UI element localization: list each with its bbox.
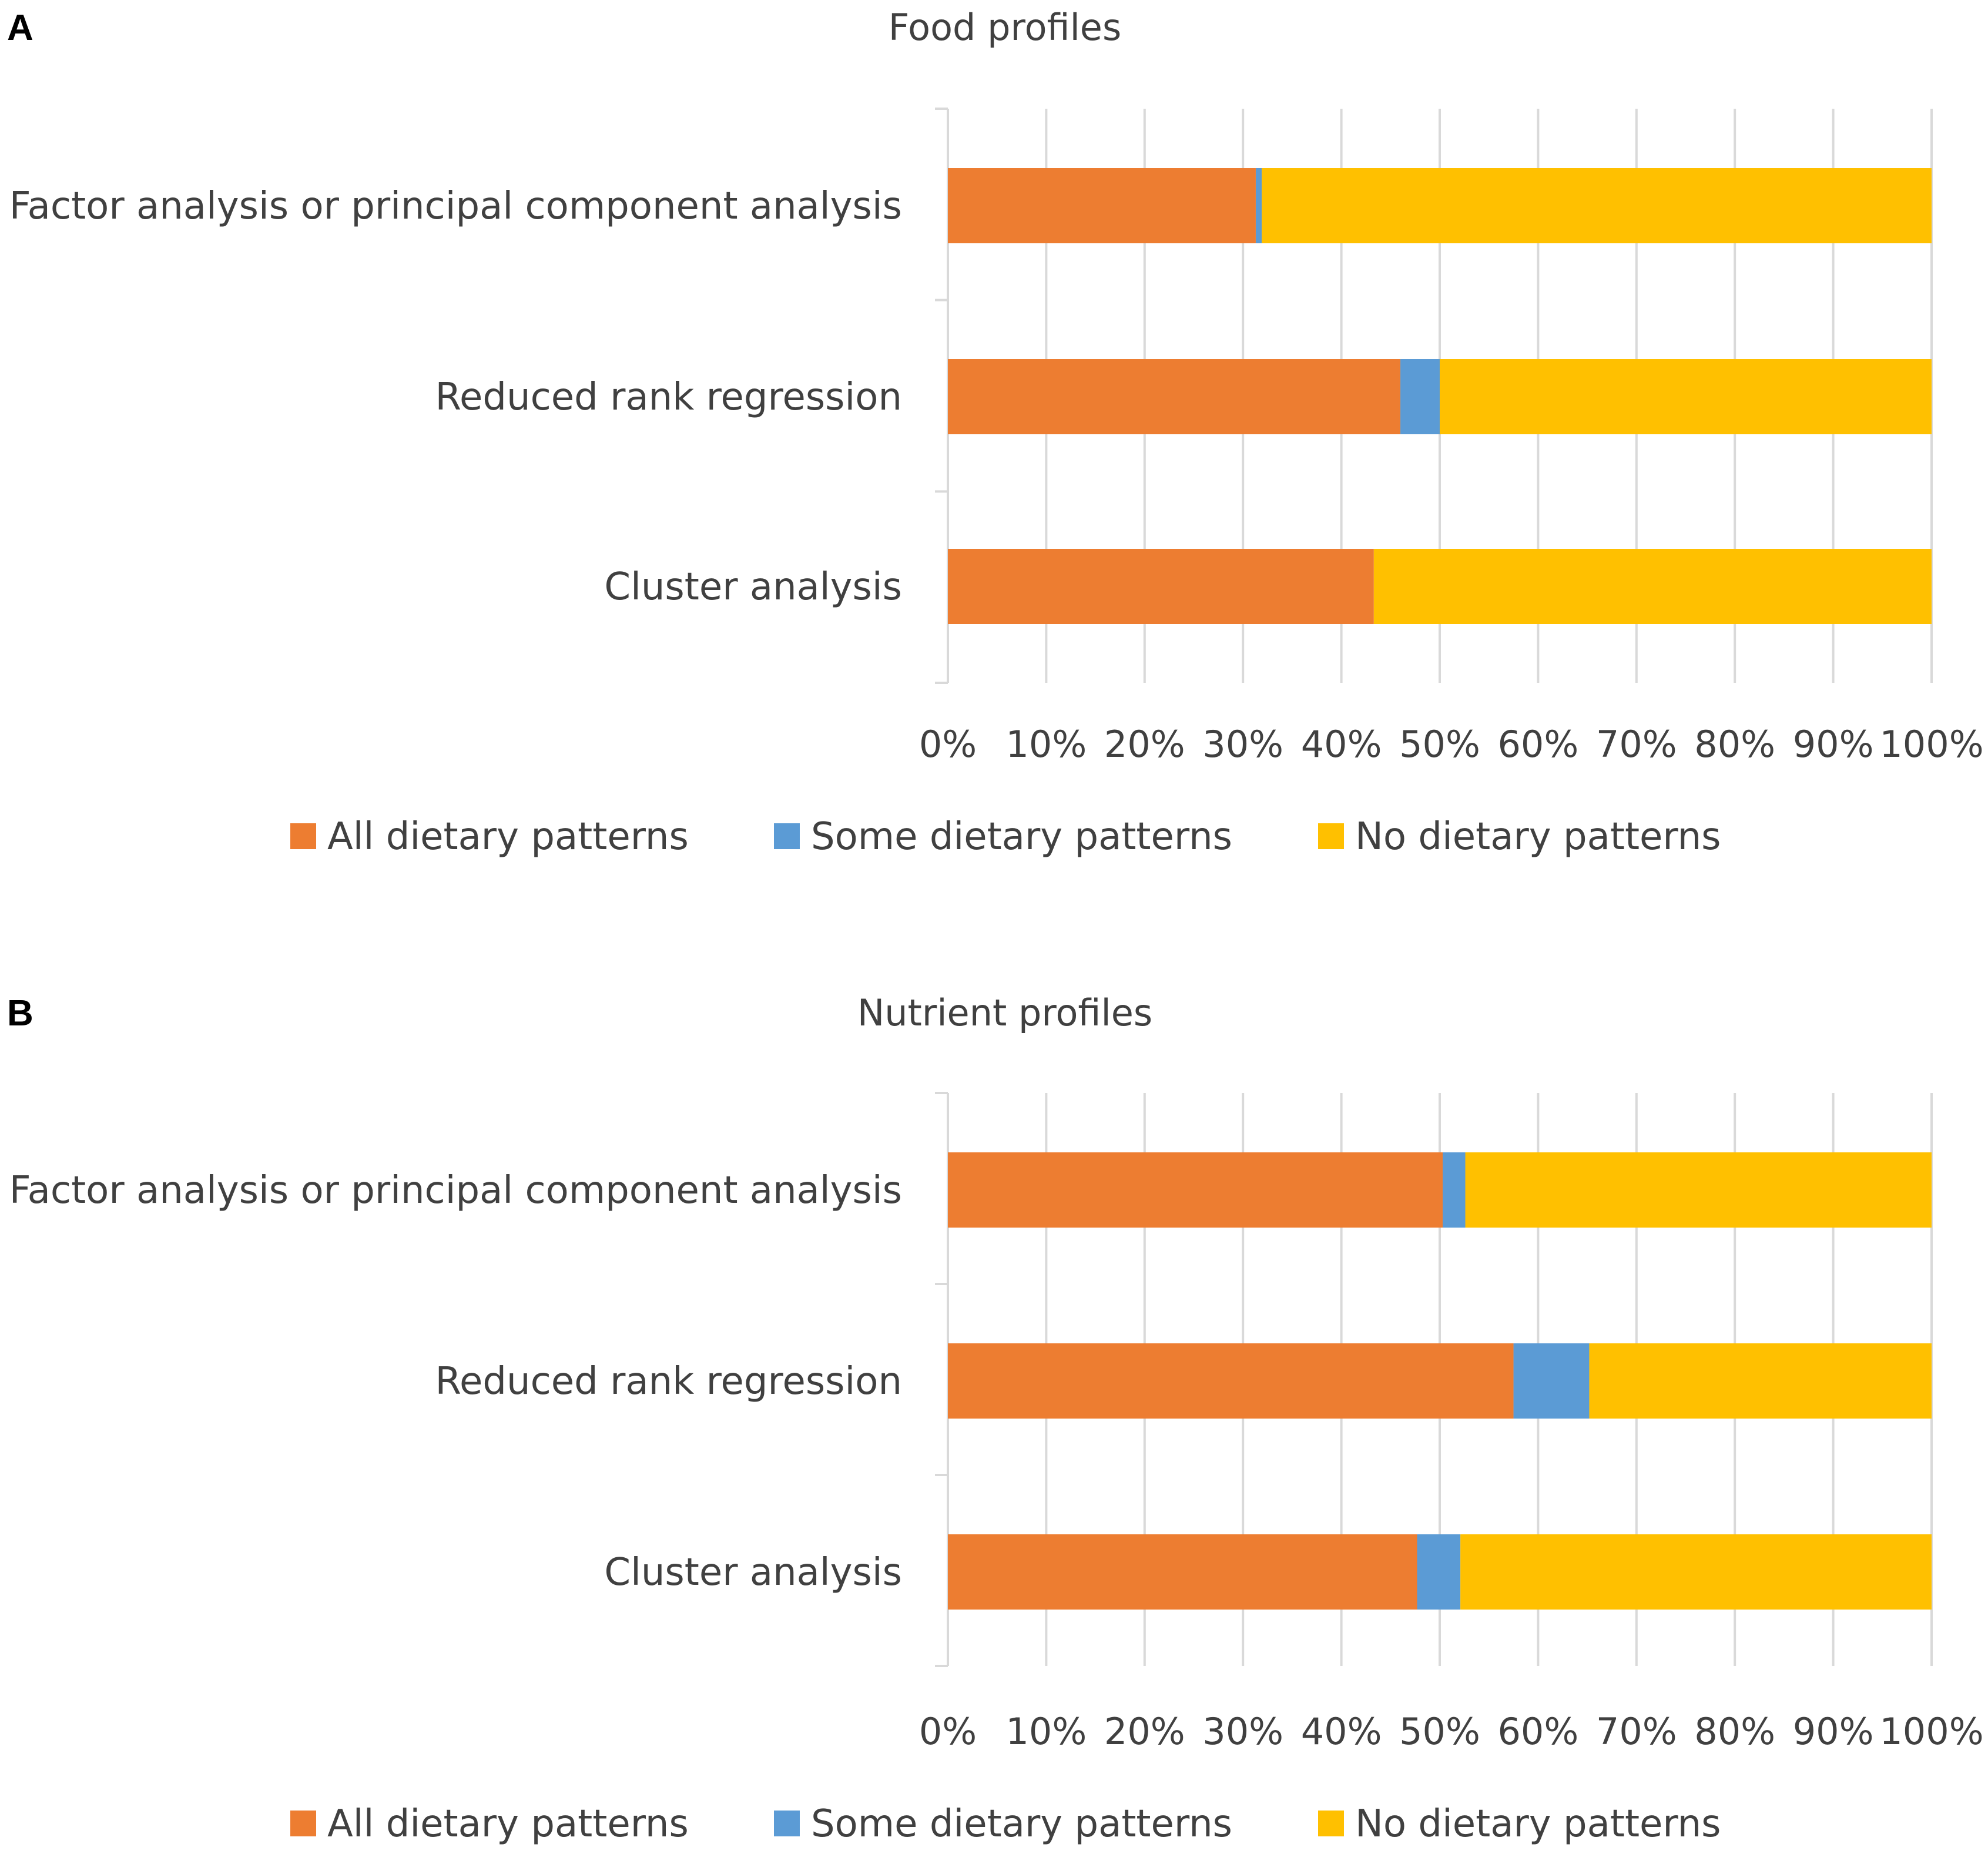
chart-panel-b: B Nutrient profiles Factor analysis or pri… <box>7 991 1984 1846</box>
x-tick-label: 70% <box>1596 723 1677 766</box>
category-label: Factor analysis or principal component a… <box>9 185 902 228</box>
legend-swatch <box>290 1811 316 1836</box>
bar-segment <box>1443 1152 1466 1228</box>
bar-segment <box>948 549 1374 624</box>
bar-segment <box>948 1534 1417 1610</box>
x-tick-label: 80% <box>1694 1710 1775 1753</box>
x-tick-label: 20% <box>1104 723 1185 766</box>
legend-label: Some dietary patterns <box>811 1802 1232 1846</box>
x-tick-label: 40% <box>1301 723 1382 766</box>
bar-segment <box>1589 1343 1932 1419</box>
legend-label: No dietary patterns <box>1355 1802 1721 1846</box>
chart-title: Food profiles <box>889 6 1122 49</box>
x-tick-label: 0% <box>919 723 977 766</box>
bar-segment <box>1256 168 1262 243</box>
category-label: Cluster analysis <box>604 1551 902 1594</box>
bar-segment <box>1400 359 1440 434</box>
x-tick-label: 40% <box>1301 1710 1382 1753</box>
x-tick-label: 30% <box>1202 723 1283 766</box>
legend-swatch <box>1318 1811 1344 1836</box>
chart-panel-a: A Food profiles Factor analysis or princip… <box>7 6 1984 859</box>
x-tick-label: 10% <box>1005 1710 1087 1753</box>
bar-segment <box>1466 1152 1932 1228</box>
legend-label: Some dietary patterns <box>811 815 1232 859</box>
bar-segment <box>948 1152 1443 1228</box>
bar-segment <box>1262 168 1932 243</box>
bar-segment <box>1417 1534 1460 1610</box>
x-tick-label: 70% <box>1596 1710 1677 1753</box>
x-tick-label: 0% <box>919 1710 977 1753</box>
legend-swatch <box>774 823 800 849</box>
bar-segment <box>948 168 1256 243</box>
panel-letter: B <box>7 993 33 1034</box>
x-tick-label: 50% <box>1399 723 1480 766</box>
category-label: Reduced rank regression <box>435 376 902 419</box>
bar-segment <box>948 1343 1514 1419</box>
x-tick-label: 90% <box>1793 1710 1874 1753</box>
bar-segment <box>948 359 1400 434</box>
category-label: Factor analysis or principal component a… <box>9 1169 902 1212</box>
legend-label: All dietary patterns <box>327 815 689 859</box>
category-label: Cluster analysis <box>604 565 902 609</box>
x-tick-label: 10% <box>1005 723 1087 766</box>
legend-label: All dietary patterns <box>327 1802 689 1846</box>
x-tick-label: 100% <box>1879 723 1983 766</box>
x-tick-label: 90% <box>1793 723 1874 766</box>
legend-swatch <box>1318 823 1344 849</box>
x-tick-label: 60% <box>1497 1710 1578 1753</box>
bar-segment <box>1440 359 1932 434</box>
x-tick-label: 100% <box>1879 1710 1983 1753</box>
panel-letter: A <box>7 8 33 48</box>
x-tick-label: 60% <box>1497 723 1578 766</box>
figure: A Food profiles Factor analysis or princip… <box>0 0 1988 1854</box>
x-tick-label: 30% <box>1202 1710 1283 1753</box>
bar-segment <box>1460 1534 1932 1610</box>
bar-segment <box>1374 549 1932 624</box>
chart-title: Nutrient profiles <box>857 991 1152 1034</box>
bar-segment <box>1514 1343 1590 1419</box>
x-tick-label: 50% <box>1399 1710 1480 1753</box>
x-tick-label: 80% <box>1694 723 1775 766</box>
legend-swatch <box>290 823 316 849</box>
legend-swatch <box>774 1811 800 1836</box>
legend-label: No dietary patterns <box>1355 815 1721 859</box>
category-label: Reduced rank regression <box>435 1360 902 1403</box>
x-tick-label: 20% <box>1104 1710 1185 1753</box>
